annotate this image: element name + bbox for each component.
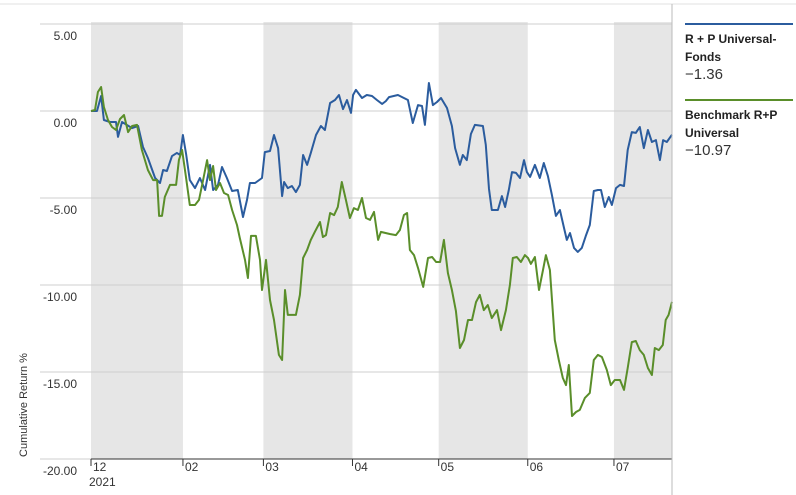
grid: 5.00 0.00 -5.00 -10.00 -15.00 -20.00 12 02 03 04 0… (40, 23, 672, 478)
y-tick-label: -10.00 (43, 290, 77, 304)
series-line (91, 82, 673, 253)
x-tick-label: 12 (93, 460, 107, 474)
month-band (263, 22, 353, 459)
y-tick-label: -15.00 (43, 377, 77, 391)
y-tick-label: -5.00 (50, 203, 78, 217)
x-tick-label: 06 (530, 460, 544, 474)
y-tick-label: -20.00 (43, 464, 77, 478)
month-band (613, 22, 672, 459)
legend-value: −1.36 (685, 66, 723, 83)
month-bands (91, 22, 672, 459)
month-band (91, 22, 183, 459)
x-tick-label: 03 (265, 460, 279, 474)
y-axis-label: Cumulative Return % (18, 353, 30, 457)
x-tick-label: 05 (441, 460, 455, 474)
legend-name: R + P Universal-Fonds (685, 32, 777, 64)
series-line (90, 86, 673, 417)
x-tick-label: 02 (185, 460, 199, 474)
legend-value: −10.97 (685, 142, 732, 159)
series-lines (90, 82, 673, 417)
legend-entry: Benchmark R+P Universal −10.97 (685, 99, 793, 160)
legend-swatch (685, 23, 793, 25)
x-tick-label: 07 (616, 460, 630, 474)
year-label: 2021 (89, 475, 116, 489)
y-tick-label: 0.00 (54, 116, 78, 130)
legend-name: Benchmark R+P Universal (685, 108, 778, 140)
legend-swatch (685, 99, 793, 101)
legend-entry: R + P Universal-Fonds −1.36 (685, 23, 793, 84)
x-tick-label: 04 (354, 460, 368, 474)
month-band (438, 22, 528, 459)
y-tick-label: 5.00 (54, 29, 78, 43)
